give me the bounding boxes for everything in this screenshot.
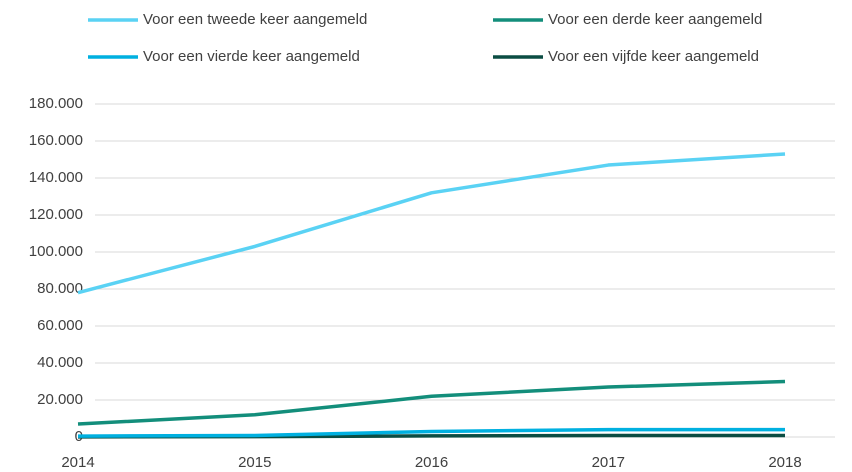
legend-label: Voor een tweede keer aangemeld <box>143 11 367 28</box>
y-tick-label: 120.000 <box>29 206 83 223</box>
legend-label: Voor een vijfde keer aangemeld <box>548 48 759 65</box>
y-tick-label: 140.000 <box>29 169 83 186</box>
y-tick-label: 20.000 <box>37 391 83 408</box>
series-line <box>77 152 786 295</box>
x-tick-label: 2016 <box>415 454 448 471</box>
x-tick-label: 2014 <box>61 454 94 471</box>
legend-label: Voor een vierde keer aangemeld <box>143 48 360 65</box>
x-tick-label: 2018 <box>768 454 801 471</box>
x-tick-label: 2015 <box>238 454 271 471</box>
y-tick-label: 40.000 <box>37 354 83 371</box>
y-tick-label: 160.000 <box>29 132 83 149</box>
series-line <box>77 379 786 426</box>
series-line <box>77 427 785 438</box>
y-tick-label: 100.000 <box>29 243 83 260</box>
y-tick-label: 180.000 <box>29 95 83 112</box>
y-tick-label: 60.000 <box>37 317 83 334</box>
legend-label: Voor een derde keer aangemeld <box>548 11 762 28</box>
x-tick-label: 2017 <box>592 454 625 471</box>
y-tick-label: 80.000 <box>37 280 83 297</box>
